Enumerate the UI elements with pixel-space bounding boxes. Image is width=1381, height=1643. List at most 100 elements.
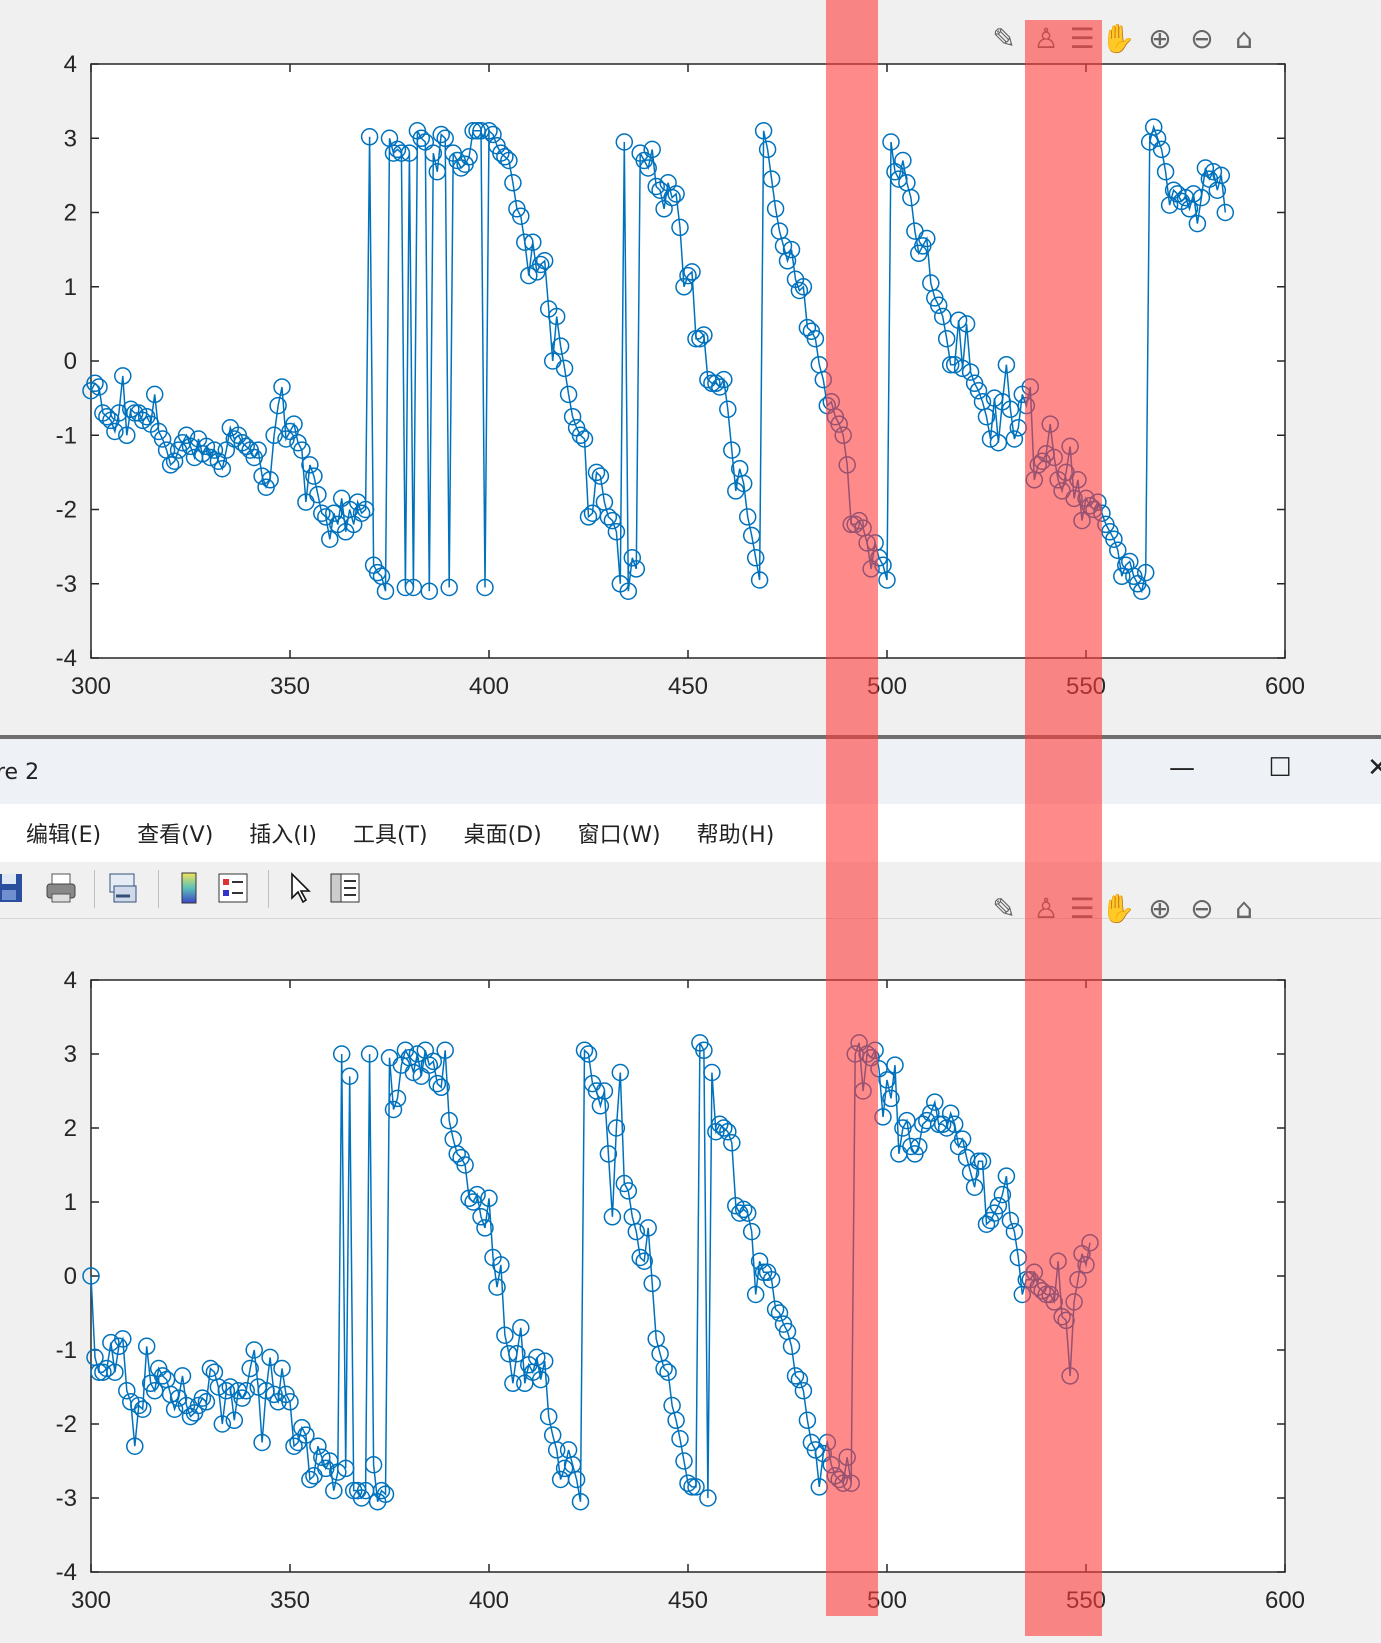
data-point [273, 1359, 291, 1378]
data-point [663, 188, 681, 207]
data-point [794, 278, 813, 296]
data-point [1105, 530, 1123, 548]
data-point [1196, 159, 1215, 177]
pan-icon[interactable]: ✋ [1100, 22, 1136, 55]
data-point [82, 1267, 100, 1285]
data-point [432, 1078, 450, 1097]
menu-desktop[interactable]: 桌面(D) [463, 823, 542, 848]
minimize-button[interactable]: — [1169, 753, 1195, 783]
property-inspector-icon[interactable] [328, 870, 362, 906]
data-point [559, 385, 578, 404]
maximize-button[interactable]: ☐ [1268, 753, 1292, 783]
data-point [114, 1330, 132, 1348]
data-point [575, 430, 594, 448]
x-tick-label: 350 [270, 1587, 310, 1614]
data-point [595, 1082, 614, 1100]
data-point [114, 367, 132, 385]
y-tick-label: -2 [56, 1411, 77, 1438]
data-point [480, 1189, 498, 1208]
data-point [627, 1222, 646, 1241]
data-point [1188, 214, 1207, 233]
data-point [945, 1115, 964, 1134]
data-point [305, 467, 323, 485]
data-point [782, 240, 801, 259]
data-point [364, 1455, 383, 1474]
zoom-in-icon[interactable]: ⊕ [1148, 892, 1172, 925]
data-point [719, 400, 737, 419]
x-tick-label: 400 [469, 673, 509, 700]
data-point [977, 407, 996, 426]
y-tick-label: 2 [64, 200, 77, 227]
data-point [949, 311, 968, 329]
save-icon[interactable] [0, 870, 28, 906]
data-point [285, 415, 303, 433]
zoom-out-icon[interactable]: ⊖ [1190, 892, 1214, 925]
edit-plot-icon[interactable]: ✎ [992, 22, 1016, 55]
data-point [623, 549, 642, 567]
pointer-icon[interactable] [282, 870, 316, 906]
data-point [488, 1278, 506, 1296]
data-point [249, 1378, 267, 1396]
menu-help[interactable]: 帮助(H) [696, 823, 775, 848]
data-point [420, 582, 439, 600]
data-point [683, 263, 701, 281]
data-point [579, 1045, 598, 1063]
data-point [679, 266, 697, 285]
data-point [579, 508, 598, 526]
data-point [643, 1274, 661, 1293]
data-point [1192, 188, 1211, 207]
close-button[interactable]: ✕ [1367, 753, 1381, 783]
data-point [961, 363, 980, 381]
data-point [376, 1485, 395, 1504]
print-icon[interactable] [44, 870, 78, 906]
data-point [671, 1430, 689, 1448]
y-tick-label: 4 [64, 967, 77, 994]
data-point [460, 1189, 478, 1208]
menu-edit[interactable]: 编辑(E) [26, 823, 102, 848]
home-icon[interactable]: ⌂ [1235, 22, 1253, 55]
menu-view[interactable]: 查看(V) [137, 823, 214, 848]
data-point [794, 1381, 813, 1400]
zoom-in-icon[interactable]: ⊕ [1148, 22, 1172, 55]
data-point [325, 1481, 343, 1500]
data-point [985, 389, 1004, 407]
data-point [969, 381, 988, 400]
data-point [611, 1063, 630, 1082]
data-point [524, 233, 542, 251]
data-point [137, 1337, 156, 1356]
menu-insert[interactable]: 插入(I) [249, 823, 317, 848]
data-point [902, 188, 920, 207]
y-tick-label: -4 [56, 645, 77, 672]
data-point [675, 278, 693, 296]
data-point [699, 1489, 717, 1507]
data-point [599, 1145, 618, 1163]
data-point [476, 578, 494, 597]
data-point [528, 1348, 546, 1367]
menu-tools[interactable]: 工具(T) [352, 823, 428, 848]
data-point [941, 1104, 960, 1122]
data-point [261, 1348, 279, 1367]
data-point [667, 185, 685, 203]
data-point [627, 560, 646, 578]
data-point [1005, 1222, 1024, 1241]
data-point [388, 1089, 407, 1108]
data-point [476, 1219, 494, 1237]
colorbar-icon[interactable] [172, 870, 206, 906]
link-axes-icon[interactable] [106, 870, 140, 906]
title-bar: re 2 [0, 740, 1381, 804]
y-tick-label: 1 [64, 1189, 77, 1216]
data-point [273, 378, 291, 396]
chart-2[interactable]: 30035040045050055060043210-1-2-3-4 [0, 953, 1381, 1643]
data-point [197, 437, 216, 456]
legend-icon[interactable] [216, 870, 250, 906]
data-point [910, 1137, 928, 1156]
menu-window[interactable]: 窗口(W) [577, 823, 661, 848]
home-icon[interactable]: ⌂ [1235, 892, 1253, 925]
chart-1[interactable]: 30035040045050055060043210-1-2-3-4 [0, 0, 1381, 737]
data-point [734, 1200, 753, 1219]
edit-plot-icon[interactable]: ✎ [992, 892, 1016, 925]
zoom-out-icon[interactable]: ⊖ [1190, 22, 1214, 55]
pan-icon[interactable]: ✋ [1100, 892, 1136, 925]
data-point [301, 456, 319, 474]
data-point [313, 504, 331, 522]
